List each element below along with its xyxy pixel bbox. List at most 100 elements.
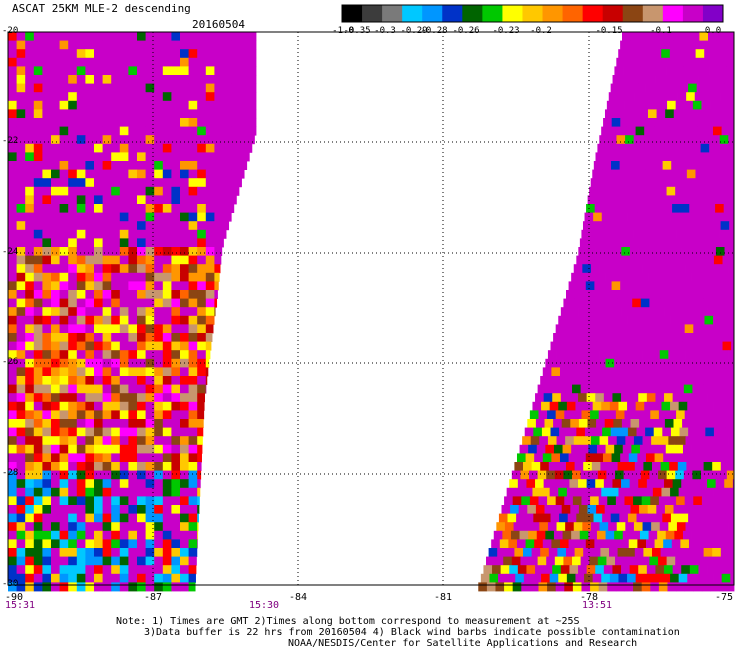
- swath-cell: [145, 333, 155, 342]
- swath-cell: [119, 462, 129, 471]
- swath-cell: [629, 75, 639, 84]
- swath-cell: [669, 462, 679, 471]
- swath-cell: [154, 281, 164, 291]
- swath-cell: [59, 66, 69, 76]
- swath-cell: [540, 462, 550, 471]
- swath-cell: [111, 152, 121, 162]
- swath-cell: [128, 247, 138, 256]
- swath-cell: [162, 462, 172, 471]
- swath-cell: [622, 32, 631, 41]
- color-bar-swatch: [522, 5, 544, 22]
- swath-cell: [180, 376, 189, 385]
- swath-cell: [102, 161, 112, 170]
- swath-cell: [692, 556, 702, 566]
- swath-cell: [642, 350, 652, 360]
- swath-cell: [102, 247, 112, 256]
- swath-cell: [726, 186, 735, 196]
- swath-cell: [128, 118, 138, 127]
- swath-cell: [94, 565, 103, 575]
- swath-cell: [621, 307, 631, 317]
- swath-cell: [642, 522, 652, 532]
- swath-cell: [676, 350, 686, 360]
- swath-cell: [615, 470, 625, 480]
- swath-cell: [171, 315, 181, 325]
- swath-cell: [85, 229, 95, 239]
- swath-cell: [42, 505, 52, 514]
- swath-cell: [538, 496, 548, 506]
- swath-cell: [119, 376, 129, 385]
- swath-cell: [675, 298, 685, 308]
- swath-cell: [621, 419, 631, 428]
- color-bar-swatch: [582, 5, 604, 22]
- swath-cell: [145, 410, 155, 420]
- swath-cell: [137, 315, 146, 325]
- swath-cell: [683, 556, 693, 566]
- swath-cell: [654, 118, 664, 127]
- swath-cell: [578, 565, 588, 575]
- swath-cell: [214, 212, 224, 222]
- swath-cell: [480, 573, 490, 583]
- swath-cell: [145, 32, 155, 41]
- swath-cell: [111, 92, 121, 102]
- swath-cell: [223, 204, 232, 213]
- swath-cell: [528, 530, 538, 540]
- swath-cell: [188, 358, 198, 368]
- swath-cell: [553, 333, 563, 342]
- swath-cell: [646, 75, 656, 84]
- swath-cell: [51, 393, 60, 403]
- swath-cell: [616, 436, 626, 446]
- swath-cell: [119, 453, 129, 463]
- swath-cell: [636, 255, 646, 265]
- swath-cell: [616, 57, 626, 67]
- swath-cell: [68, 350, 78, 360]
- swath-cell: [25, 57, 35, 67]
- swath-cell: [599, 135, 609, 145]
- swath-cell: [76, 384, 86, 394]
- swath-cell: [665, 272, 675, 282]
- swath-cell: [197, 238, 207, 248]
- swath-cell: [51, 487, 60, 497]
- swath-cell: [25, 247, 35, 256]
- swath-cell: [691, 238, 701, 248]
- swath-cell: [76, 75, 86, 84]
- swath-cell: [714, 40, 724, 50]
- swath-cell: [633, 324, 643, 334]
- swath-cell: [162, 324, 172, 334]
- swath-cell: [683, 186, 693, 196]
- swath-cell: [51, 272, 60, 282]
- swath-cell: [85, 393, 95, 403]
- swath-cell: [547, 410, 557, 420]
- swath-cell: [715, 247, 725, 256]
- swath-cell: [68, 444, 78, 454]
- swath-cell: [617, 221, 627, 231]
- swath-cell: [137, 290, 146, 299]
- swath-cell: [94, 505, 103, 514]
- swath-cell: [670, 573, 680, 583]
- swath-cell: [657, 272, 667, 282]
- swath-cell: [616, 350, 626, 360]
- swath-cell: [661, 315, 671, 325]
- swath-cell: [33, 290, 43, 299]
- swath-cell: [607, 410, 617, 420]
- swath-cell: [119, 195, 129, 205]
- swath-cell: [162, 582, 172, 592]
- swath-cell: [633, 436, 643, 446]
- swath-cell: [119, 186, 129, 196]
- swath-cell: [94, 247, 103, 256]
- swath-cell: [205, 152, 215, 162]
- swath-cell: [607, 324, 617, 334]
- swath-cell: [188, 126, 198, 136]
- swath-cell: [641, 229, 651, 239]
- swath-cell: [625, 522, 635, 532]
- swath-cell: [621, 393, 631, 403]
- swath-cell: [223, 212, 232, 222]
- swath-cell: [550, 513, 560, 523]
- swath-cell: [725, 419, 735, 428]
- swath-cell: [162, 479, 172, 489]
- swath-cell: [119, 109, 129, 119]
- swath-cell: [76, 307, 86, 317]
- swath-cell: [188, 573, 196, 583]
- swath-cell: [102, 453, 112, 463]
- swath-cell: [94, 470, 103, 480]
- swath-cell: [94, 522, 103, 532]
